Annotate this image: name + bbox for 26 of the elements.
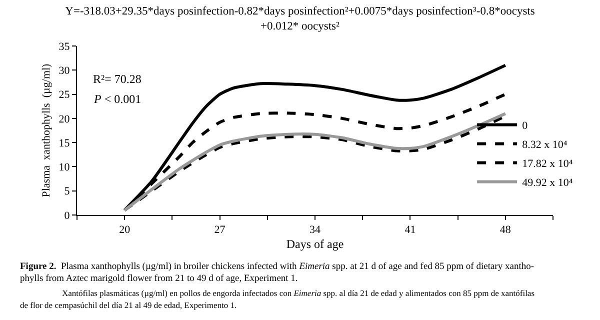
annotation: R²= 70.28	[93, 72, 142, 86]
y-tick-label: 5	[64, 186, 70, 198]
y-tick-label: 15	[58, 137, 70, 150]
x-tick-label: 41	[404, 224, 416, 236]
y-tick-label: 35	[58, 40, 70, 53]
x-tick-label: 34	[310, 224, 321, 236]
y-tick-label: 0	[64, 210, 70, 222]
y-tick-label: 10	[58, 162, 70, 174]
x-axis-title: Days of age	[286, 237, 344, 252]
y-tick-label: 30	[58, 64, 70, 77]
x-tick-label: 20	[119, 224, 131, 236]
caption: Figure 2. Plasma xanthophylls (µg/ml) in broiler chickens infected with Eimeria spp. at 21 d of age and fed 85 ppm of dietary xantho-	[20, 262, 534, 272]
annotation: P < 0.001	[93, 92, 142, 106]
y-axis-title: Plasma xanthophylls (µg/ml)	[40, 63, 52, 198]
legend-label: 49.92 x 10⁴	[522, 177, 573, 190]
legend-label: 0	[522, 120, 528, 132]
text: Xantófilas plasmáticas (µg/ml) en pollos de engorda infectados con Eimeria spp. al día 21 de edad y alimentados con 85 ppm de xantófilas	[62, 288, 535, 298]
text: de flor de cempasúchil del día 21 al 49 de edad, Experimento 1.	[20, 300, 237, 310]
legend-label: 17.82 x 10⁴	[522, 158, 573, 170]
chart-title: Y=-318.03+29.35*days posinfection-0.82*days posinfection²+0.0075*days posinfection³-0.8*oocysts +0.012* oocysts²	[65, 5, 536, 32]
y-tick-label: 25	[58, 89, 70, 102]
x-tick-label: 48	[500, 224, 512, 236]
text: phylls from Aztec marigold flower from 21 to 49 d of age, Experiment 1.	[20, 274, 298, 284]
legend-label: 8.32 x 10⁴	[522, 139, 568, 152]
y-tick-label: 20	[58, 113, 70, 126]
x-tick-label: 27	[214, 224, 226, 236]
